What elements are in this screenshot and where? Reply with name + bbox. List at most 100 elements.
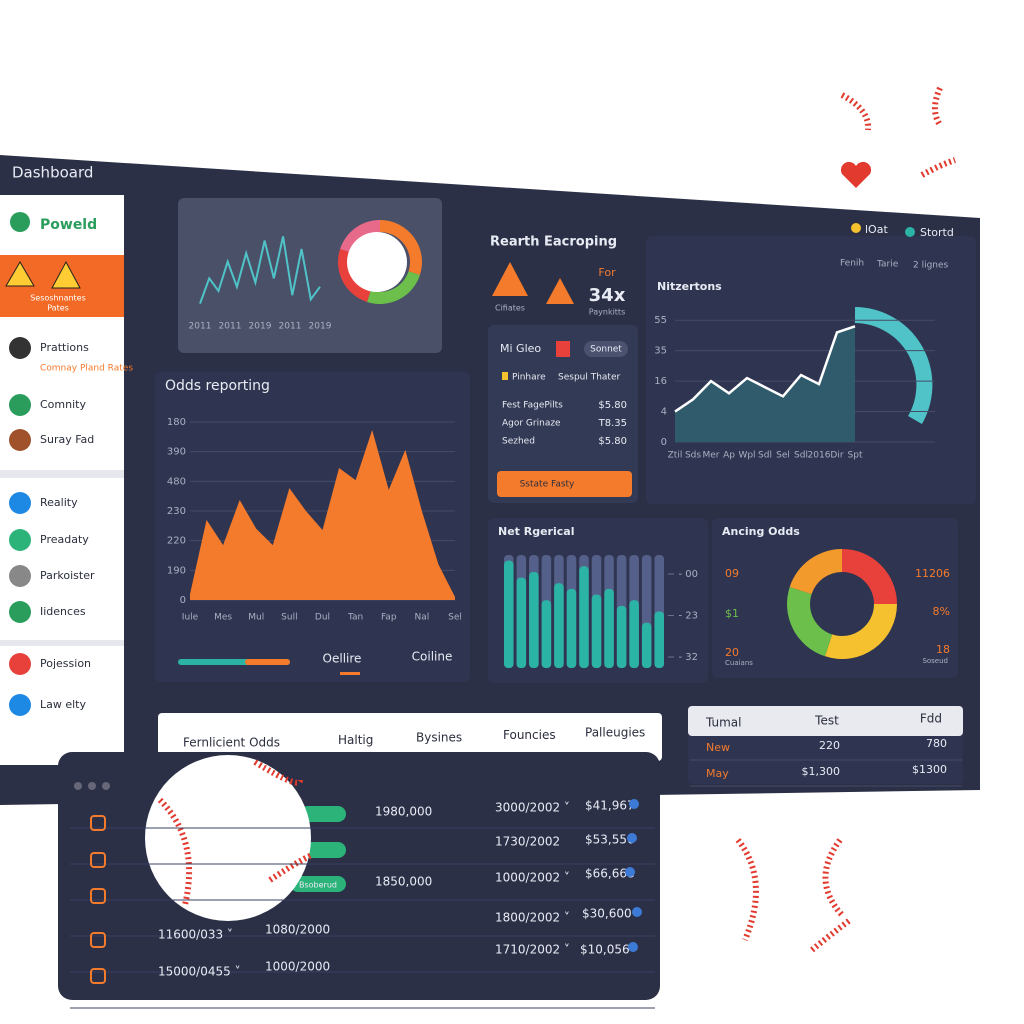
status-label: Stortd [920,226,954,239]
table-cell: 1800/2002 ˅ [495,911,570,925]
table-cell: 1000/2002 ˅ [495,871,570,885]
x-tick-label: Nal [415,613,430,623]
x-tick-label: Sel [776,451,790,461]
kpi-caption: Paynkitts [589,308,625,317]
menu-icon [9,694,31,716]
panel-title: Odds reporting [165,378,270,394]
menu-item: Parkoister [40,569,95,582]
pill [290,876,346,892]
baseball-seam [735,838,852,953]
table-cell: 1980,000 [375,805,432,819]
bar [541,600,552,668]
legend-marker [340,672,360,675]
x-tick-label: Sdl [758,451,772,461]
y-tick-label: - 00 [678,569,698,580]
kpi-value: 34x [589,285,626,306]
menu-icon [9,601,31,623]
alert-text: Sesoshnantes [30,294,86,303]
y-tick-label: 55 [654,315,667,326]
status-dot [851,223,861,233]
menu-item: Preadaty [40,533,89,546]
window-dot [74,782,82,790]
row-label: Fest FagePilts [502,401,563,411]
x-tick-label: Mer [702,451,719,461]
y-tick-label: 35 [654,346,667,357]
x-tick-label: Sel [448,613,462,623]
area [675,326,855,442]
button[interactable] [497,471,632,497]
legend-swatch [502,372,508,380]
x-tick-label: 2019 [249,322,272,332]
warning-icon [546,278,574,304]
warning-icon [492,262,528,296]
bar [591,594,602,668]
row-action [629,799,639,809]
donut-label: 09 [725,567,739,580]
donut-segment [380,220,422,275]
legend-item: Sespul Thater [558,373,621,383]
sidebar-divider [0,470,124,478]
row-action [632,907,642,917]
donut-caption: Cuaians [725,659,753,667]
menu-item: Comnay Pland Rates [40,364,133,374]
donut-label: 20 [725,646,739,659]
y-tick-label: 220 [167,536,186,547]
alert-text: Pates [47,304,69,313]
baseball-seam [840,86,956,178]
x-tick-label: Ztil [668,451,683,461]
panel-title: Net Rgerical [498,525,574,538]
row-value: T8.35 [598,418,627,429]
table-cell: 15000/0455 ˅ [158,965,241,979]
y-tick-label: 390 [167,447,186,458]
row-action [625,867,635,877]
table-cell: New [706,741,730,754]
card-title: Mi Gleo [500,342,541,355]
menu-icon [9,394,31,416]
row-label: Sezhed [502,437,535,447]
table-cell: 1850,000 [375,875,432,889]
bar [641,622,652,668]
x-tick-label: 2011 [219,322,242,332]
x-tick-label: Fap [381,613,397,623]
table-cell: 11600/033 ˅ [158,928,233,942]
donut-label: $1 [725,607,739,620]
table-cell: 1000/2000 [265,960,330,974]
x-tick-label: 2019 [309,322,332,332]
tab: Founcies [503,728,556,742]
x-tick-label: Iule [182,613,199,623]
summary-header [688,706,963,736]
donut-label: 11206 [915,567,950,580]
menu-item: Pojession [40,657,91,670]
table-cell: 1710/2002 ˅ [495,943,570,957]
table-header: Tumal [705,716,742,730]
table-cell: 1080/2000 [265,923,330,937]
legend-item: Pinhare [512,373,546,383]
table-cell: 3000/2002 ˅ [495,801,570,815]
table-cell: $41,967 [585,799,635,813]
table-cell: $53,556 [585,833,635,847]
bar [579,566,589,668]
table-cell: May [706,767,729,780]
menu-icon [9,529,31,551]
y-tick-label: 480 [167,476,186,487]
bar [554,583,564,668]
menu-item: Law elty [40,698,86,711]
bar [529,571,539,668]
x-tick-label: Sds [685,451,701,461]
window-dot [88,782,96,790]
menu-icon [9,492,31,514]
bar [566,588,577,668]
donut-caption: Soseud [922,657,948,665]
y-tick-label: 190 [167,565,186,576]
brand-logo [10,212,30,232]
line [674,325,856,413]
window-dot [102,782,110,790]
row-icon [90,815,106,831]
row-icon [90,932,106,948]
x-tick-label: Mes [214,613,232,623]
menu-item: Iidences [40,605,86,618]
menu-item: Suray Fad [40,433,94,446]
pill [300,842,346,858]
donut-segment [825,604,897,659]
